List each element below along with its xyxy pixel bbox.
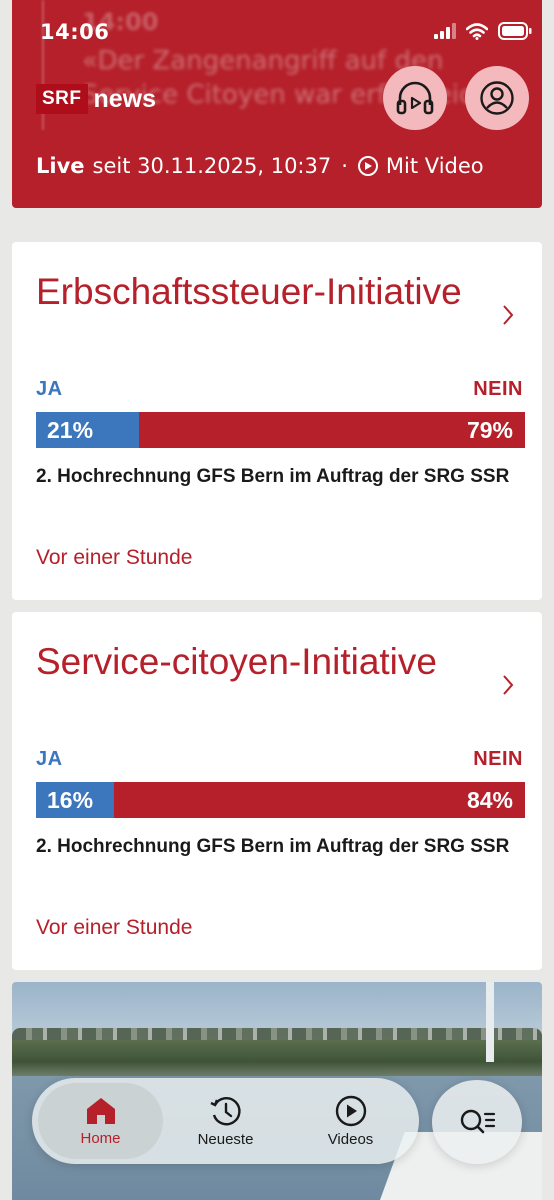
audio-button[interactable] [383,66,447,130]
bar-nein: 84% [114,782,525,818]
result-bar: 16% 84% [36,782,525,818]
vote-timestamp: Vor einer Stunde [36,916,193,939]
live-label: Live [36,154,85,178]
vote-source: 2. Hochrechnung GFS Bern im Auftrag der … [36,836,510,857]
ja-label: JA [36,378,63,400]
wifi-icon [466,22,488,40]
photo-pole [486,982,494,1062]
vote-timestamp: Vor einer Stunde [36,546,193,569]
vote-title: Service-citoyen-Initiative [36,641,437,682]
nein-percent: 84% [466,786,513,813]
tab-videos[interactable]: Videos [288,1083,413,1159]
tab-neueste[interactable]: Neueste [163,1083,288,1159]
result-bar: 21% 79% [36,412,525,448]
status-icons [434,22,532,40]
live-since: seit 30.11.2025, 10:37 [92,154,332,178]
ja-percent: 21% [47,416,94,443]
vote-card-erbschaftssteuer[interactable]: Erbschaftssteuer-Initiative JA NEIN 21% … [12,242,542,600]
profile-button[interactable] [465,66,529,130]
chevron-right-icon [503,305,514,325]
tab-videos-label: Videos [327,1130,374,1148]
photo-shore [12,1040,542,1076]
signal-icon [434,23,456,39]
user-icon [480,81,514,115]
bar-nein: 79% [138,412,525,448]
search-button[interactable] [432,1080,522,1164]
meta-separator: · [341,154,348,178]
vote-card-service-citoyen[interactable]: Service-citoyen-Initiative JA NEIN 16% 8… [12,612,542,970]
search-list-icon [460,1109,496,1134]
video-label: Mit Video [385,154,484,178]
home-icon [86,1097,115,1124]
tab-home[interactable]: Home [38,1083,163,1159]
srf-news-logo: SRF news [36,84,156,114]
logo-news: news [93,84,157,113]
ja-label: JA [36,748,63,770]
chevron-right-icon [503,675,514,695]
video-play-icon [357,156,378,176]
vote-source: 2. Hochrechnung GFS Bern im Auftrag der … [36,466,510,487]
logo-srf: SRF [36,84,88,114]
nein-percent: 79% [466,416,513,443]
bar-ja: 16% [36,782,115,818]
status-bar: 14:06 [0,0,554,64]
ticker-entry-time: 14:00 [82,8,159,36]
live-ticker-banner[interactable]: 14:00 «Der Zangenangriff auf den Service… [12,0,542,208]
tab-home-label: Home [80,1129,121,1147]
battery-icon [498,22,532,40]
timeline-line [42,0,44,130]
play-icon [335,1095,366,1126]
nein-label: NEIN [473,748,523,770]
bottom-tab-bar: Home Neueste Videos [32,1078,419,1164]
bar-ja: 21% [36,412,139,448]
vote-title: Erbschaftssteuer-Initiative [36,271,462,312]
live-meta: Live seit 30.11.2025, 10:37 · Mit Video [36,154,484,178]
status-time: 14:06 [40,20,110,44]
clock-icon [209,1096,241,1125]
ja-percent: 16% [47,786,94,813]
headphones-icon [396,81,434,115]
nein-label: NEIN [473,378,523,400]
tab-neueste-label: Neueste [197,1130,254,1148]
